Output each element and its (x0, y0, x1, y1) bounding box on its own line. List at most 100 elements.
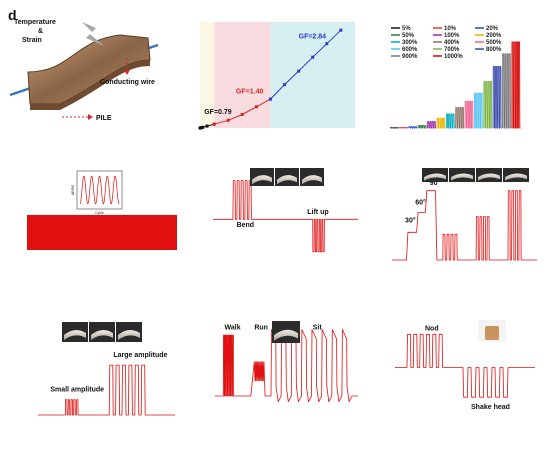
panel-letter-d: d (8, 7, 17, 23)
strain-series-3 (417, 125, 427, 129)
photo-i-3 (476, 168, 502, 182)
series-line-2 (270, 29, 342, 100)
strain-series-7 (455, 107, 465, 129)
chart-f: 5% 10% 20% 50% 100% 200% 300% 400% 500% 600% 700% 8… (389, 26, 521, 129)
legend-label: 20% (486, 26, 499, 32)
photo-l-neck (485, 326, 499, 340)
activity-annotation: Run (254, 325, 268, 332)
pile-arrow-head (88, 114, 93, 120)
legend-label: 800% (486, 47, 502, 53)
photo-i-2-limb (451, 173, 473, 181)
photo-k-1-limb (274, 329, 298, 341)
gf-annotation: GF=2.84 (299, 33, 327, 40)
photo-i-1 (422, 168, 448, 182)
photo-h-3-limb (302, 175, 322, 185)
event-annotation: Large amplitude (113, 352, 167, 359)
legend-label: 500% (486, 40, 502, 46)
legend-label: 600% (402, 47, 418, 53)
photo-j-3 (116, 322, 142, 342)
photo-h-1-limb (252, 175, 272, 185)
strain-series-10 (483, 80, 493, 129)
lightning-icon (82, 22, 104, 46)
strain-series-12 (502, 53, 512, 129)
photo-i-2 (449, 168, 475, 182)
photo-j-2 (89, 322, 115, 342)
data-point (297, 69, 301, 73)
data-point (325, 42, 329, 46)
photo-i-4 (503, 168, 529, 182)
chart-j: Small amplitude Large amplitude (38, 352, 175, 416)
event-annotation: Lift up (307, 209, 328, 216)
photo-j-1 (62, 322, 88, 342)
strain-series-9 (473, 92, 484, 129)
gf-annotation: GF=1.40 (236, 88, 264, 95)
chart-l: Nod Shake head (395, 326, 535, 411)
chart-e: GF=0.79 GF=1.40 GF=2.84 (198, 22, 355, 130)
legend-label: 700% (444, 47, 460, 53)
chart-k: Walk Run Sit (215, 325, 358, 403)
data-point (201, 125, 205, 129)
strain-series-1 (398, 126, 409, 129)
legend-label: 300% (402, 40, 418, 46)
data-point (212, 122, 216, 126)
event-annotation: Shake head (471, 404, 510, 411)
label-conducting-wire: Conducting wire (100, 79, 155, 86)
angle-annotation: 30° (405, 216, 416, 224)
signal-line (215, 329, 358, 403)
strain-series-8 (464, 100, 474, 129)
strain-series-11 (492, 66, 502, 129)
inset-xlabel: Cycle (95, 211, 104, 215)
legend-label: 100% (444, 33, 460, 39)
legend-label: 1000% (444, 54, 463, 60)
photo-i-1-limb (424, 173, 446, 181)
data-point (205, 124, 209, 128)
inset-wave (79, 175, 120, 205)
label-pile: PILE (96, 115, 112, 122)
strain-series-2 (408, 126, 418, 129)
activity-annotation: Walk (225, 325, 241, 332)
legend-label: 400% (444, 40, 460, 46)
data-point (254, 105, 258, 109)
photo-j-1-limb (64, 329, 86, 340)
event-annotation: Nod (425, 326, 439, 333)
photo-j-3-limb (118, 329, 140, 340)
photo-h-2 (275, 168, 299, 186)
legend-label: 900% (402, 54, 418, 60)
legend-label: 10% (444, 26, 457, 32)
data-point (339, 28, 343, 32)
strain-series-13 (511, 41, 521, 129)
photo-k-1 (272, 321, 300, 343)
signal-line (395, 333, 535, 398)
event-annotation: Bend (237, 222, 255, 229)
strain-region (270, 22, 355, 128)
strain-series-6 (445, 113, 455, 129)
event-annotation: Small amplitude (50, 386, 104, 393)
data-point (226, 118, 230, 122)
photo-j-2-limb (91, 329, 113, 340)
chart-h: Bend Lift up (213, 180, 358, 253)
panel-d: d Temperature & Strain Conducting wire PIL… (8, 7, 159, 122)
photo-i-3-limb (478, 173, 500, 181)
strain-series-4 (427, 121, 437, 129)
angle-annotation: 60° (415, 199, 426, 207)
chart-g: Cycle ΔR/R0 (27, 170, 177, 250)
legend-label: 5% (402, 26, 411, 32)
label-temp-strain: Temperature & Strain (14, 19, 56, 44)
strain-series-5 (436, 117, 446, 129)
strain-region (200, 22, 215, 128)
wire-arrow-head (124, 70, 130, 75)
cycle-band (27, 214, 177, 250)
data-point (311, 55, 315, 59)
signal-line (213, 180, 358, 253)
data-point (283, 83, 287, 87)
photo-h-2-limb (277, 175, 297, 185)
photo-h-3 (300, 168, 324, 186)
inset-ylabel: ΔR/R0 (71, 185, 75, 195)
photo-i-4-limb (505, 173, 527, 181)
data-point (240, 113, 244, 117)
signal-line (392, 190, 537, 261)
gf-annotation: GF=0.79 (204, 109, 232, 116)
data-point (268, 97, 272, 101)
strain-region (214, 22, 271, 128)
